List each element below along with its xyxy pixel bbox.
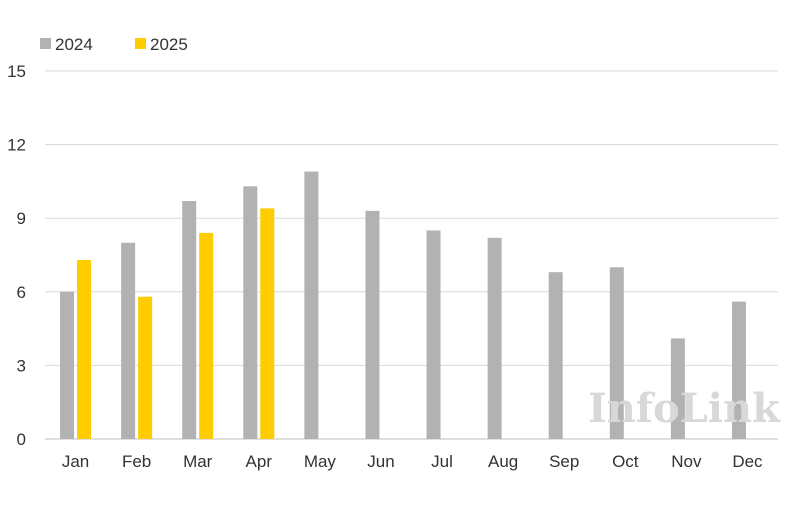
- x-tick-label: Dec: [732, 452, 763, 471]
- gridlines: [45, 70, 778, 440]
- x-tick-label: Sep: [549, 452, 579, 471]
- bar-2024-jan: [60, 291, 75, 439]
- y-tick-label: 6: [17, 283, 26, 302]
- legend: 2024 2025: [40, 35, 188, 54]
- bars: [60, 171, 746, 439]
- bar-2024-may: [304, 171, 319, 439]
- x-tick-label: May: [304, 452, 337, 471]
- bar-2025-apr: [260, 208, 275, 439]
- x-tick-label: Oct: [612, 452, 639, 471]
- bar-2025-mar: [199, 232, 214, 439]
- bar-2024-nov: [670, 338, 685, 439]
- y-tick-label: 0: [17, 430, 26, 449]
- bar-2024-oct: [609, 267, 624, 439]
- bar-2025-jan: [77, 259, 92, 439]
- x-tick-label: Jun: [367, 452, 394, 471]
- bar-2024-jul: [426, 230, 441, 439]
- x-tick-label: Apr: [246, 452, 273, 471]
- y-tick-label: 3: [17, 356, 26, 375]
- bar-2024-mar: [182, 201, 197, 439]
- legend-label-2025: 2025: [150, 35, 188, 54]
- bar-2024-feb: [121, 242, 136, 439]
- y-axis: 0 3 6 9 12 15: [7, 62, 26, 449]
- y-tick-label: 9: [17, 209, 26, 228]
- x-tick-label: Aug: [488, 452, 518, 471]
- x-tick-label: Mar: [183, 452, 213, 471]
- y-tick-label: 15: [7, 62, 26, 81]
- bar-2024-apr: [243, 186, 258, 439]
- legend-swatch-2024: [40, 38, 51, 49]
- x-tick-label: Jan: [62, 452, 89, 471]
- y-tick-label: 12: [7, 136, 26, 155]
- legend-swatch-2025: [135, 38, 146, 49]
- bar-2025-feb: [138, 296, 153, 439]
- bar-2024-jun: [365, 210, 380, 439]
- x-axis: Jan Feb Mar Apr May Jun Jul Aug Sep Oct Nov Dec: [62, 452, 763, 471]
- x-tick-label: Feb: [122, 452, 151, 471]
- bar-2024-sep: [548, 272, 563, 439]
- bar-2024-aug: [487, 237, 502, 439]
- legend-label-2024: 2024: [55, 35, 93, 54]
- x-tick-label: Nov: [671, 452, 702, 471]
- x-tick-label: Jul: [431, 452, 453, 471]
- watermark-logo: InfoLink: [588, 385, 781, 432]
- bar-2024-dec: [731, 301, 746, 439]
